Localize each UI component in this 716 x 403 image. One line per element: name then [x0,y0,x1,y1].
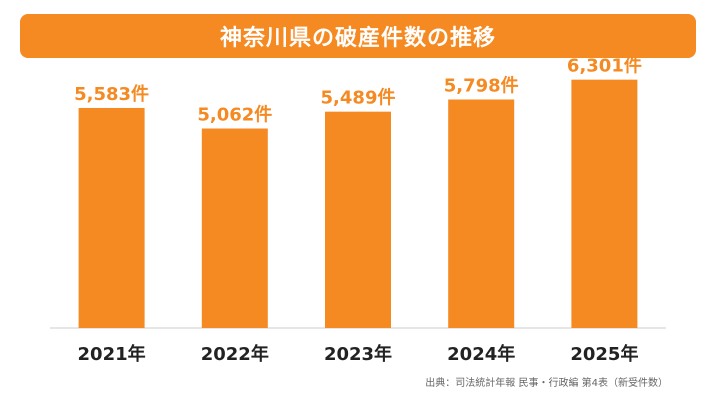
category-label-2: 2023年 [324,343,392,365]
value-label-3: 5,798件 [444,74,519,96]
bar-1 [201,128,268,328]
value-label-0: 5,583件 [74,83,149,105]
source-note: 出典：司法統計年報 民事・行政編 第4表（新受件数） [425,378,668,389]
bar-3 [448,99,515,328]
category-label-1: 2022年 [201,343,269,365]
title-bar: 神奈川県の破産件数の推移 [20,14,696,58]
chart-title: 神奈川県の破産件数の推移 [219,26,496,51]
category-label-3: 2024年 [447,343,515,365]
value-label-1: 5,062件 [197,103,272,125]
value-label-2: 5,489件 [321,87,396,109]
category-label-4: 2025年 [570,343,638,365]
bar-2 [325,111,391,328]
bar-4 [571,79,638,328]
value-label-4: 6,301件 [567,55,642,77]
category-label-0: 2021年 [78,343,146,365]
bar-0 [78,107,145,329]
